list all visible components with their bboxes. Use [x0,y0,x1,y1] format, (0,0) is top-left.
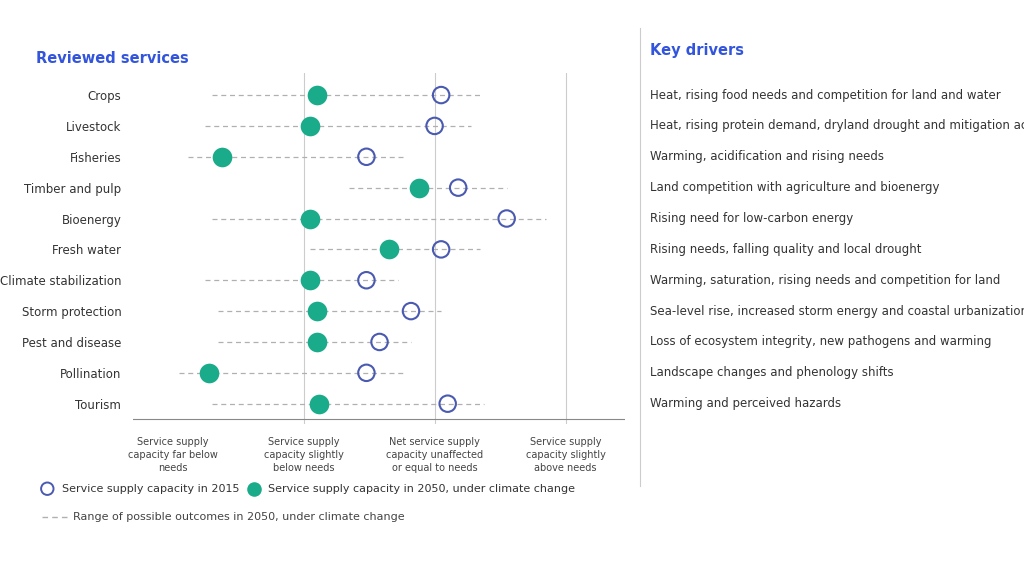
Text: Rising needs, falling quality and local drought: Rising needs, falling quality and local … [650,243,922,256]
Point [499,214,515,223]
Point [358,276,375,285]
Point [450,183,466,192]
Point [372,337,388,346]
Point [381,245,397,254]
Text: Loss of ecosystem integrity, new pathogens and warming: Loss of ecosystem integrity, new pathoge… [650,336,991,349]
Text: Reviewed services: Reviewed services [36,51,188,66]
Text: Range of possible outcomes in 2050, under climate change: Range of possible outcomes in 2050, unde… [73,512,404,522]
Point [246,484,262,493]
Point [302,214,318,223]
Point [39,484,55,493]
Point [308,337,325,346]
Point [201,368,217,377]
Text: Warming, acidification and rising needs: Warming, acidification and rising needs [650,150,885,163]
Point [311,399,328,408]
Text: Warming, saturation, rising needs and competition for land: Warming, saturation, rising needs and co… [650,273,1000,286]
Text: Landscape changes and phenology shifts: Landscape changes and phenology shifts [650,366,894,379]
Point [358,152,375,161]
Point [214,152,230,161]
Text: Land competition with agriculture and bioenergy: Land competition with agriculture and bi… [650,181,940,194]
Text: Heat, rising food needs and competition for land and water: Heat, rising food needs and competition … [650,89,1001,102]
Text: Service supply capacity in 2050, under climate change: Service supply capacity in 2050, under c… [268,484,575,494]
Point [302,276,318,285]
Point [308,90,325,99]
Point [426,121,442,131]
Point [439,399,456,408]
Text: Sea-level rise, increased storm energy and coastal urbanization: Sea-level rise, increased storm energy a… [650,305,1024,318]
Point [411,183,427,192]
Text: Warming and perceived hazards: Warming and perceived hazards [650,397,842,410]
Text: Rising need for low-carbon energy: Rising need for low-carbon energy [650,212,853,225]
Point [433,90,450,99]
Point [302,121,318,131]
Text: Service supply capacity in 2015: Service supply capacity in 2015 [61,484,240,494]
Point [358,368,375,377]
Text: Heat, rising protein demand, dryland drought and mitigation action: Heat, rising protein demand, dryland dro… [650,119,1024,132]
Text: Key drivers: Key drivers [650,43,744,58]
Point [433,245,450,254]
Point [308,307,325,316]
Point [402,307,419,316]
